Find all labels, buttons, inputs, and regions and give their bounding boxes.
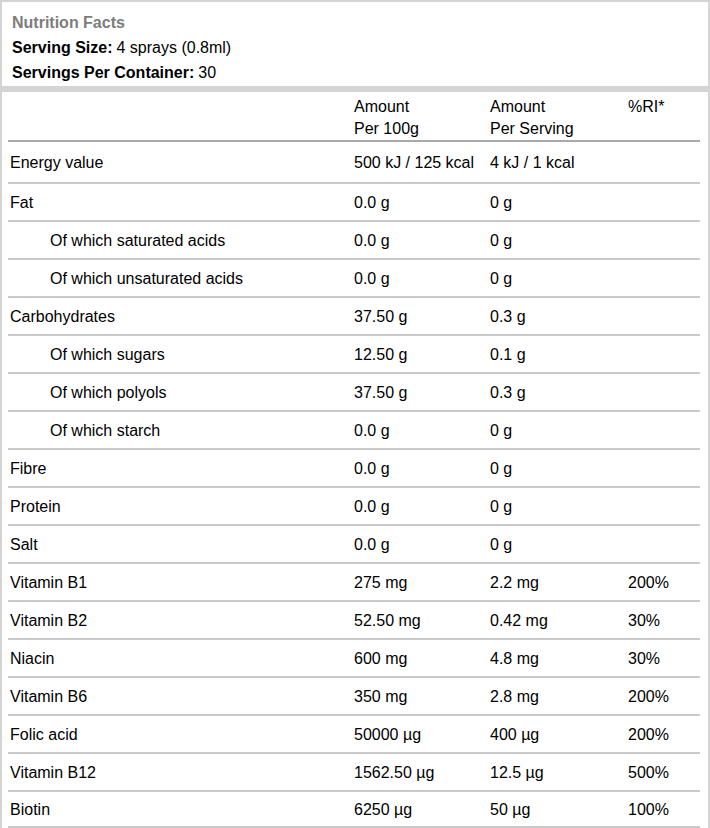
ri-percent-value: 200% [628,688,708,706]
table-row: Vitamin B6 350 mg 2.8 mg 200% [2,678,708,716]
amount-per-serving-value: 0 g [490,460,628,478]
amount-per-100g-value: 52.50 mg [354,612,490,630]
amount-per-100g-value: 37.50 g [354,384,490,402]
amount-per-100g-value: 0.0 g [354,536,490,554]
amount-per-100g-value: 0.0 g [354,232,490,250]
amount-per-100g-value: 350 mg [354,688,490,706]
amount-per-100g-value: 50000 µg [354,726,490,744]
nutrient-name: Protein [2,498,354,516]
amount-per-100g-value: 1562.50 µg [354,764,490,782]
amount-per-serving-value: 2.8 mg [490,688,628,706]
amount-per-100g-value: 0.0 g [354,498,490,516]
ri-percent-value: 100% [628,801,708,819]
nutrient-name: Carbohydrates [2,308,354,326]
table-row: Biotin 6250 µg 50 µg 100% [2,792,708,828]
nutrient-name: Vitamin B6 [2,688,354,706]
nutrient-name: Vitamin B1 [2,574,354,592]
amount-per-serving-value: 0.3 g [490,384,628,402]
amount-per-serving-value: 4.8 mg [490,650,628,668]
nutrient-name: Biotin [2,801,354,819]
amount-per-serving-value: 0 g [490,232,628,250]
serving-size-label: Serving Size: [12,39,112,56]
amount-per-100g-value: 500 kJ / 125 kcal [354,154,490,172]
amount-per-serving-value: 0 g [490,270,628,288]
column-header-per-100g-line1: Amount [354,96,490,118]
nutrient-name: Vitamin B2 [2,612,354,630]
nutrient-name: Of which sugars [2,346,354,364]
amount-per-serving-value: 4 kJ / 1 kcal [490,154,628,172]
table-row: Niacin 600 mg 4.8 mg 30% [2,640,708,678]
column-header-ri: %RI* [628,96,708,118]
amount-per-serving-value: 0 g [490,422,628,440]
column-header-per-serving: Amount Per Serving [490,96,628,140]
table-row: Of which polyols 37.50 g 0.3 g [2,374,708,412]
table-row: Carbohydrates 37.50 g 0.3 g [2,298,708,336]
column-header-per-100g: Amount Per 100g [354,96,490,140]
amount-per-100g-value: 0.0 g [354,422,490,440]
amount-per-100g-value: 37.50 g [354,308,490,326]
amount-per-100g-value: 275 mg [354,574,490,592]
nutrient-name: Fibre [2,460,354,478]
amount-per-serving-value: 2.2 mg [490,574,628,592]
table-row: Of which sugars 12.50 g 0.1 g [2,336,708,374]
nutrient-name: Of which starch [2,422,354,440]
nutrient-name: Of which saturated acids [2,232,354,250]
nutrition-table: Amount Per 100g Amount Per Serving %RI* … [0,92,710,828]
table-row: Energy value 500 kJ / 125 kcal 4 kJ / 1 … [2,142,708,184]
amount-per-serving-value: 50 µg [490,801,628,819]
table-row: Folic acid 50000 µg 400 µg 200% [2,716,708,754]
amount-per-serving-value: 0 g [490,536,628,554]
nutrient-name: Energy value [2,154,354,172]
amount-per-100g-value: 0.0 g [354,460,490,478]
nutrient-name: Of which unsaturated acids [2,270,354,288]
amount-per-serving-value: 0.42 mg [490,612,628,630]
table-row: Salt 0.0 g 0 g [2,526,708,564]
column-header-per-serving-line1: Amount [490,96,628,118]
nutrient-name: Of which polyols [2,384,354,402]
ri-percent-value: 30% [628,650,708,668]
amount-per-serving-value: 0 g [490,498,628,516]
amount-per-serving-value: 12.5 µg [490,764,628,782]
amount-per-serving-value: 0.3 g [490,308,628,326]
column-header-per-serving-line2: Per Serving [490,118,628,140]
ri-percent-value: 200% [628,726,708,744]
table-row: Fibre 0.0 g 0 g [2,450,708,488]
table-body: Energy value 500 kJ / 125 kcal 4 kJ / 1 … [2,142,708,828]
table-header-row: Amount Per 100g Amount Per Serving %RI* [2,92,708,142]
amount-per-100g-value: 0.0 g [354,194,490,212]
table-row: Of which saturated acids 0.0 g 0 g [2,222,708,260]
table-row: Vitamin B12 1562.50 µg 12.5 µg 500% [2,754,708,792]
nutrient-name: Vitamin B12 [2,764,354,782]
nutrition-facts-panel: Nutrition Facts Serving Size:4 sprays (0… [0,0,710,828]
nutrient-name: Niacin [2,650,354,668]
amount-per-100g-value: 12.50 g [354,346,490,364]
column-header-per-100g-line2: Per 100g [354,118,490,140]
amount-per-serving-value: 0.1 g [490,346,628,364]
amount-per-100g-value: 6250 µg [354,801,490,819]
table-row: Vitamin B2 52.50 mg 0.42 mg 30% [2,602,708,640]
amount-per-100g-value: 600 mg [354,650,490,668]
table-row: Of which starch 0.0 g 0 g [2,412,708,450]
nutrient-name: Fat [2,194,354,212]
table-row: Fat 0.0 g 0 g [2,184,708,222]
ri-percent-value: 30% [628,612,708,630]
servings-per-container-line: Servings Per Container:30 [12,60,698,85]
table-row: Protein 0.0 g 0 g [2,488,708,526]
servings-per-container-value: 30 [198,64,216,81]
serving-size-line: Serving Size:4 sprays (0.8ml) [12,35,698,60]
serving-size-value: 4 sprays (0.8ml) [116,39,231,56]
nutrient-name: Salt [2,536,354,554]
amount-per-serving-value: 400 µg [490,726,628,744]
ri-percent-value: 200% [628,574,708,592]
page-title: Nutrition Facts [12,10,698,35]
amount-per-100g-value: 0.0 g [354,270,490,288]
servings-per-container-label: Servings Per Container: [12,64,194,81]
amount-per-serving-value: 0 g [490,194,628,212]
ri-percent-value: 500% [628,764,708,782]
nutrient-name: Folic acid [2,726,354,744]
table-row: Vitamin B1 275 mg 2.2 mg 200% [2,564,708,602]
label-header: Nutrition Facts Serving Size:4 sprays (0… [0,0,710,86]
table-row: Of which unsaturated acids 0.0 g 0 g [2,260,708,298]
